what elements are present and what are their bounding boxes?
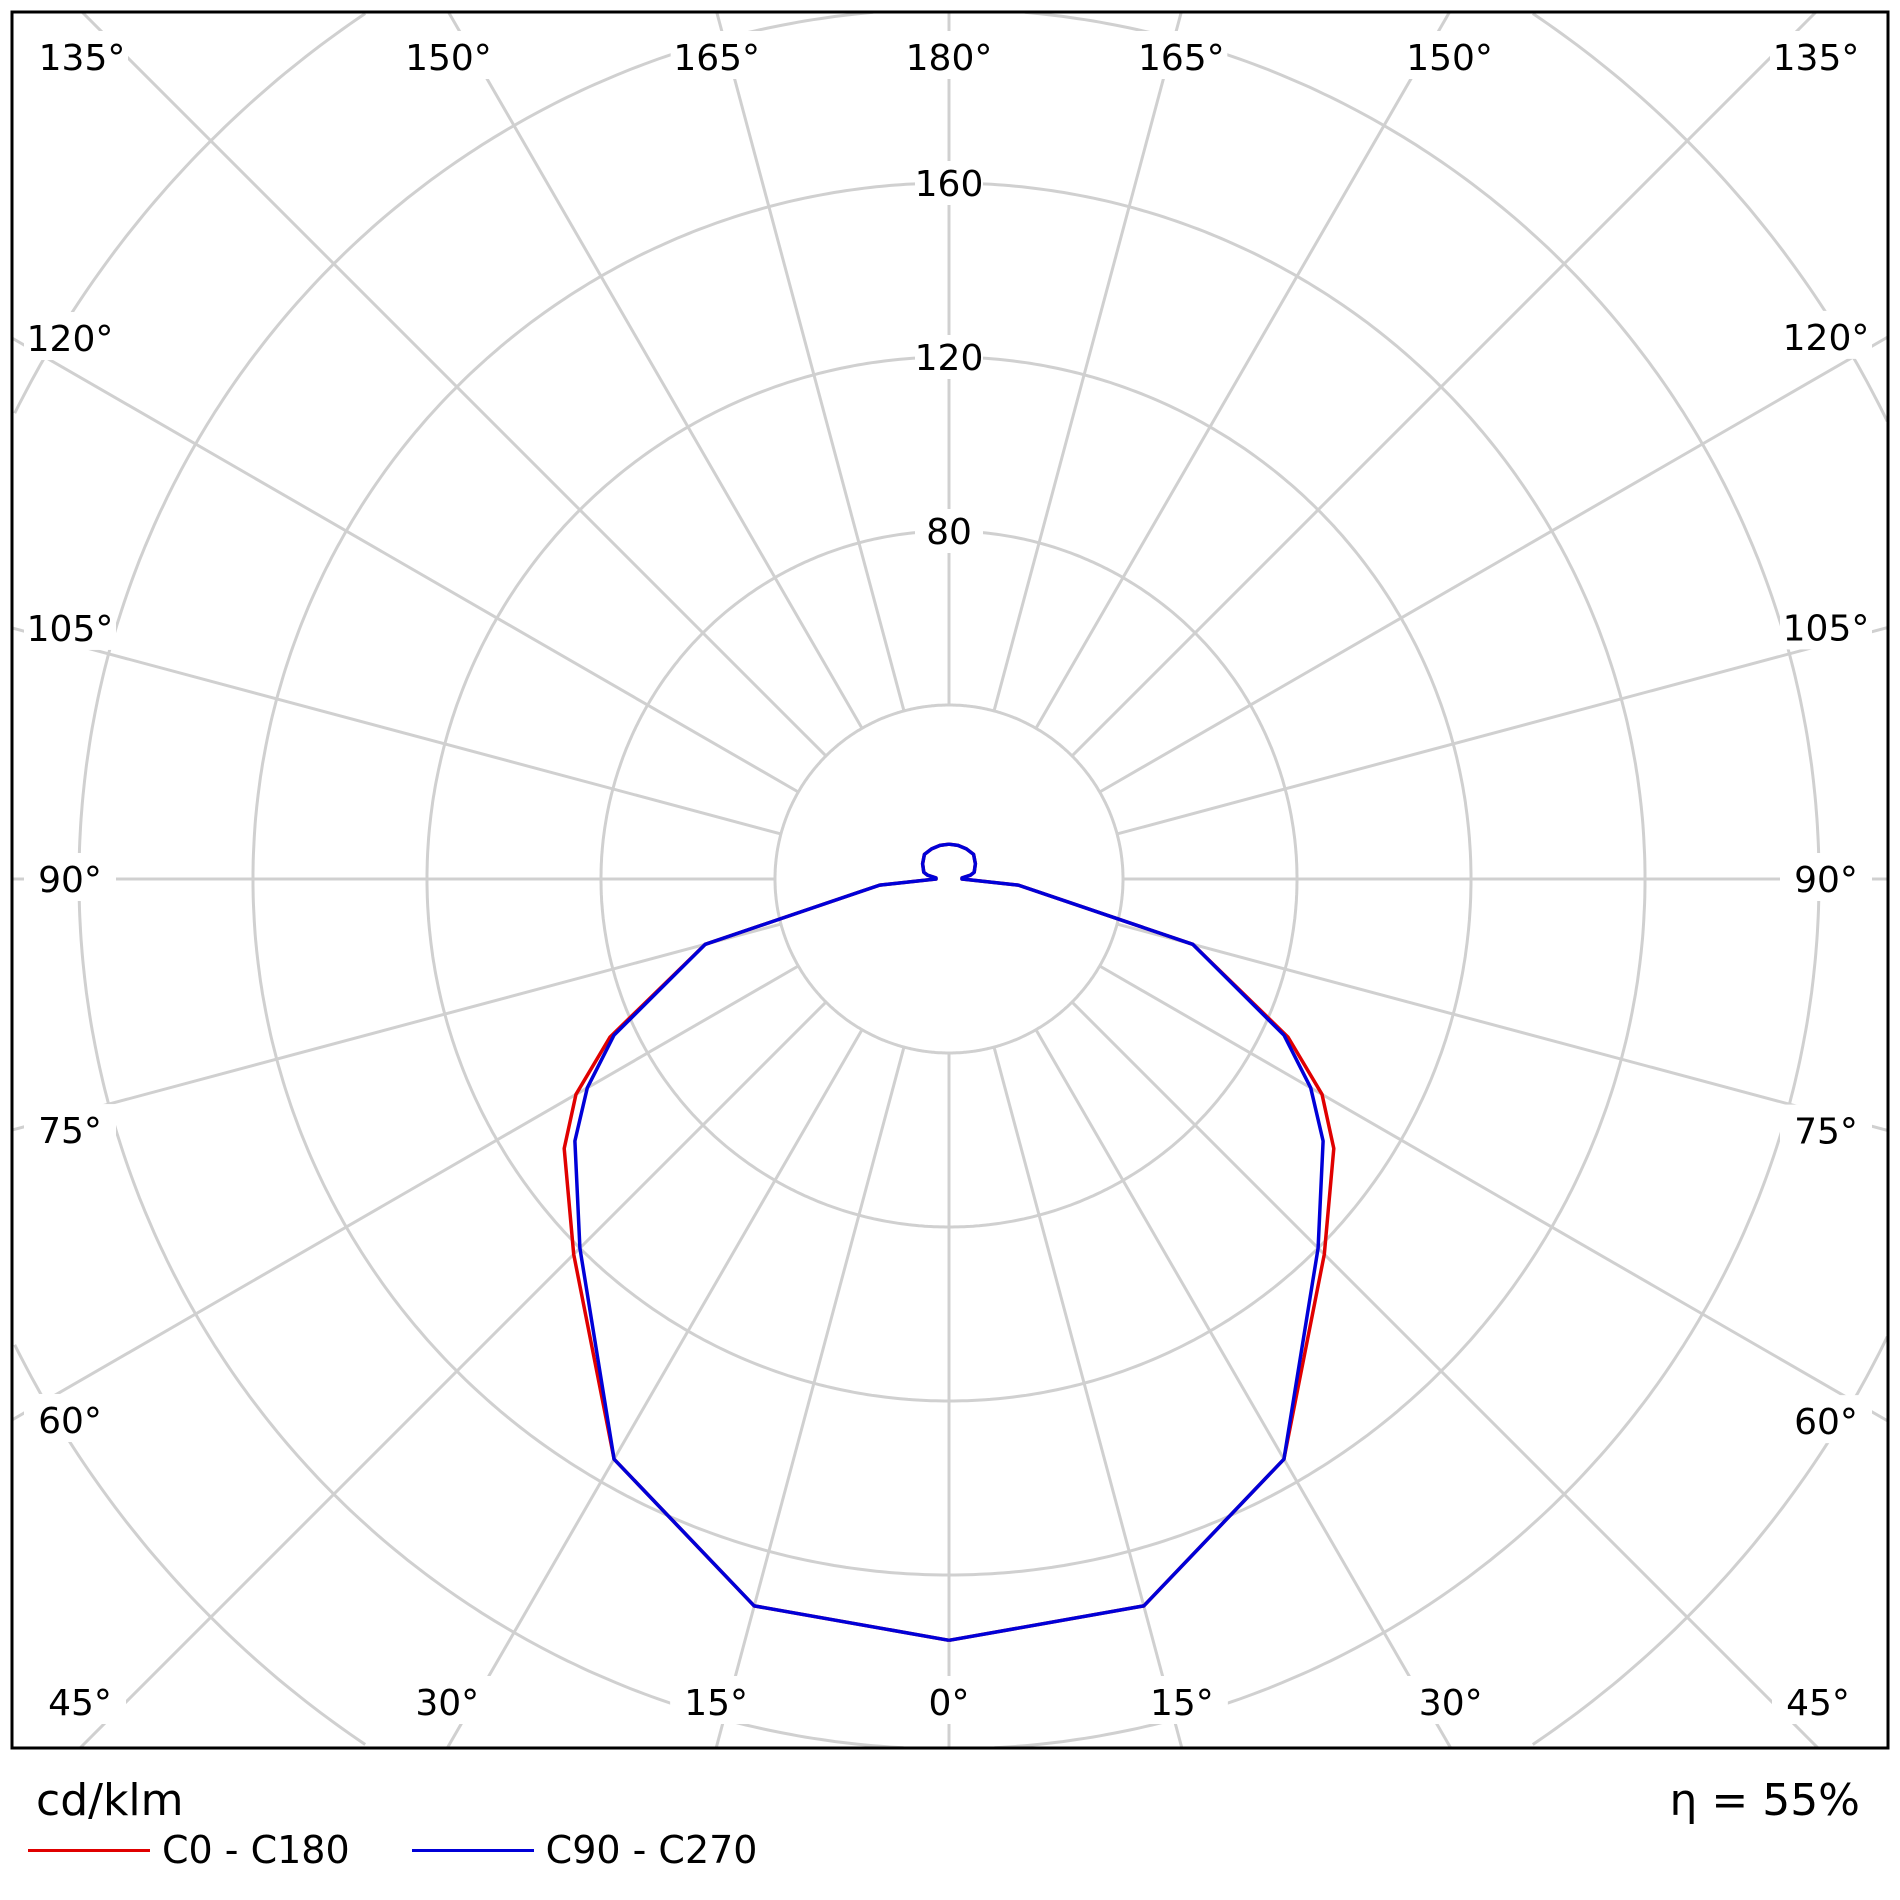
grid-spoke	[1034, 1028, 1453, 1748]
angle-label-bg	[1772, 1676, 1864, 1724]
angle-label-bg	[1135, 31, 1228, 79]
grid-spoke	[1070, 12, 1818, 758]
angle-label: 90°	[38, 860, 102, 901]
angle-label-bg	[36, 31, 128, 79]
angle-label-bg	[24, 1393, 116, 1442]
angle-label: 30°	[1419, 1683, 1483, 1724]
angle-label-bg	[1770, 31, 1862, 79]
grid-spoke	[992, 1046, 1184, 1748]
angle-label-bg	[24, 1104, 116, 1153]
angle-label-bg	[670, 31, 763, 79]
grid-spoke	[447, 12, 864, 730]
radial-tick-label: 120	[915, 338, 984, 379]
angle-label: 15°	[684, 1683, 748, 1724]
series-line-c90-c270	[573, 842, 1325, 1643]
grid-spoke	[1116, 625, 1888, 836]
efficiency-label: η = 55%	[1669, 1775, 1860, 1826]
grid-spoke	[12, 964, 800, 1422]
grid-spoke	[1116, 922, 1888, 1133]
grid-spoke	[1098, 964, 1888, 1423]
angle-label-bg	[401, 1676, 494, 1724]
angle-label: 15°	[1150, 1683, 1214, 1724]
angle-label: 60°	[1794, 1402, 1858, 1443]
angle-label: 150°	[405, 38, 492, 79]
angle-label-bg	[1780, 310, 1872, 359]
angle-label: 60°	[38, 1401, 102, 1442]
angle-label: 90°	[1794, 860, 1858, 901]
angle-label: 75°	[38, 1111, 102, 1152]
grid-spoke	[715, 12, 906, 712]
angle-label: 0°	[929, 1683, 970, 1724]
legend: C0 - C180 C90 - C270	[28, 1828, 757, 1872]
angle-label-bg	[1403, 31, 1496, 79]
curves	[562, 842, 1336, 1643]
angle-label: 135°	[39, 38, 126, 79]
grid-spoke	[714, 1046, 906, 1748]
grid-spoke	[1098, 335, 1888, 794]
polar-grid	[12, 12, 1888, 1748]
tick-label-bg	[915, 161, 983, 205]
angle-label: 150°	[1406, 38, 1493, 79]
radial-tick-label: 160	[915, 164, 984, 205]
angle-label-bg	[1780, 853, 1872, 901]
angle-label-bg	[903, 31, 995, 79]
angle-label: 165°	[1138, 38, 1225, 79]
angle-label: 120°	[1783, 318, 1870, 359]
angle-label-bg	[1404, 1676, 1497, 1724]
angle-label: 45°	[1786, 1683, 1850, 1724]
chart-frame	[10, 10, 1890, 1750]
unit-label: cd/klm	[36, 1775, 184, 1826]
angle-label: 105°	[27, 609, 114, 650]
angle-label: 165°	[673, 38, 760, 79]
grid-ring	[13, 12, 1888, 1746]
grid-spoke	[12, 626, 782, 836]
grid-spoke	[78, 1000, 828, 1748]
angle-label: 105°	[1783, 608, 1870, 649]
legend-label-c90: C90 - C270	[545, 1828, 758, 1872]
grid-spoke	[12, 922, 782, 1132]
angle-label: 180°	[906, 38, 993, 79]
angle-label-bg	[1780, 1395, 1872, 1444]
angle-label-bg	[24, 601, 116, 650]
grid-spoke	[992, 12, 1183, 712]
grid-spoke	[1034, 12, 1451, 730]
angle-label-bg	[402, 31, 495, 79]
angle-label: 135°	[1773, 38, 1860, 79]
angle-label: 45°	[48, 1683, 112, 1724]
legend-swatch-c90	[411, 1848, 534, 1852]
angle-label-bg	[1780, 601, 1872, 650]
angle-labels: 80 120 160 135° 150° 165° 180° 165° 150° 135° 120°…	[24, 31, 1872, 1724]
angle-label-bg	[24, 312, 116, 361]
grid-spoke	[1070, 1000, 1820, 1748]
grid-spoke	[12, 336, 800, 794]
angle-label: 30°	[415, 1683, 479, 1724]
angle-label-bg	[1780, 1104, 1872, 1153]
legend-swatch-c0	[28, 1848, 150, 1852]
angle-label-bg	[903, 1676, 995, 1724]
angle-label-bg	[670, 1676, 763, 1724]
tick-label-bg	[915, 335, 983, 379]
angle-label: 120°	[27, 319, 114, 360]
legend-label-c0: C0 - C180	[162, 1828, 350, 1872]
radial-tick-label: 80	[926, 512, 972, 553]
tick-label-bg	[915, 509, 983, 553]
grid-spoke	[445, 1028, 864, 1748]
angle-label-bg	[24, 853, 116, 901]
grid-spoke	[80, 12, 828, 758]
angle-label-bg	[1135, 1676, 1228, 1724]
grid-ring	[773, 703, 1125, 1055]
angle-label-bg	[34, 1676, 126, 1724]
angle-label: 75°	[1794, 1112, 1858, 1153]
